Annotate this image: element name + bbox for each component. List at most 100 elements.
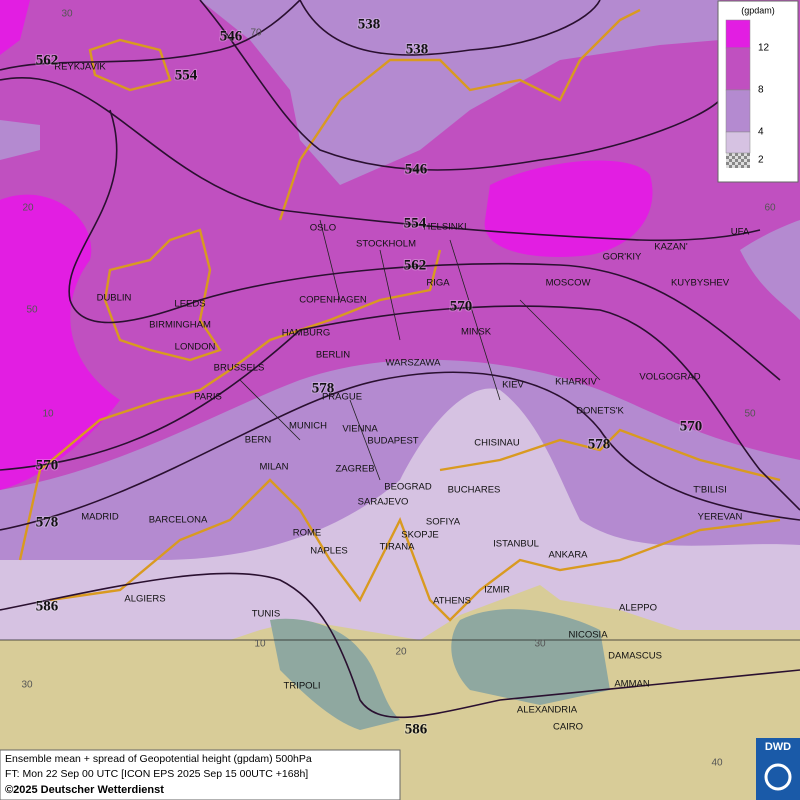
city-label: PRAGUE xyxy=(322,392,362,403)
city-label: HELSINKI xyxy=(423,222,466,233)
contour-label: 562 xyxy=(404,257,427,273)
city-label: SKOPJE xyxy=(401,530,439,541)
spread-4-8 xyxy=(740,220,800,320)
legend-level: 12 xyxy=(758,43,770,54)
footer xyxy=(0,738,800,800)
city-label: DONETS'K xyxy=(576,406,624,417)
city-label: MUNICH xyxy=(289,421,327,432)
city-label: MOSCOW xyxy=(546,278,591,289)
terrain xyxy=(0,585,800,800)
city-label: ALGIERS xyxy=(124,594,165,605)
coast-scandinavia xyxy=(278,8,641,221)
footer-line: Ensemble mean + spread of Geopotential h… xyxy=(5,753,312,765)
city-label: ROME xyxy=(293,528,322,539)
city-label: ISTANBUL xyxy=(493,539,539,550)
coastlines xyxy=(0,8,800,641)
city-label: GOR'KIY xyxy=(603,252,642,263)
legend-level: 8 xyxy=(758,85,764,96)
contour-label: 546 xyxy=(220,28,243,44)
city-label: PARIS xyxy=(194,392,222,403)
contour-label: 554 xyxy=(404,215,427,231)
graticule-label: 30 xyxy=(61,9,73,20)
city-label: KAZAN' xyxy=(654,242,688,253)
city-label: ALEPPO xyxy=(619,603,657,614)
contour xyxy=(299,0,601,56)
city-label: DAMASCUS xyxy=(608,651,662,662)
legend-swatch xyxy=(725,131,751,154)
city-label: CAIRO xyxy=(553,722,583,733)
city-label: VIENNA xyxy=(342,424,378,435)
logo-swirl xyxy=(764,763,792,791)
contour-label: 570 xyxy=(680,418,703,434)
city-label: ALEXANDRIA xyxy=(517,705,578,716)
graticule-label: 10 xyxy=(254,639,266,650)
city-label: WARSZAWA xyxy=(386,358,442,369)
contour xyxy=(68,109,781,381)
contour xyxy=(199,0,721,171)
city-label: RIGA xyxy=(426,278,450,289)
graticule-label: 60 xyxy=(764,203,776,214)
city-label: VOLGOGRAD xyxy=(639,372,700,383)
coast-med xyxy=(49,478,781,622)
city-label: BUCHARES xyxy=(448,485,501,496)
coast-blacksea xyxy=(439,428,781,482)
city-label: TRIPOLI xyxy=(284,681,321,692)
graticule-label: 20 xyxy=(395,647,407,658)
city-label: LEEDS xyxy=(174,299,205,310)
city-label: ATHENS xyxy=(433,596,471,607)
city-label: AMMAN xyxy=(614,679,650,690)
city-label: BARCELONA xyxy=(149,515,208,526)
city-label: BIRMINGHAM xyxy=(149,320,211,331)
sea xyxy=(270,618,400,730)
logo-text: DWD xyxy=(765,741,791,753)
legend-swatch-checker xyxy=(726,153,750,168)
coast-britain xyxy=(103,228,222,362)
graticule-label: 20 xyxy=(22,203,34,214)
contour-label: 586 xyxy=(405,721,428,737)
contour xyxy=(0,371,800,531)
city-label: T'BILISI xyxy=(693,485,727,496)
city-label: LONDON xyxy=(175,342,216,353)
contour-label: 578 xyxy=(588,436,611,452)
graticule-label: 10 xyxy=(42,409,54,420)
legend-title: (gpdam) xyxy=(741,5,775,15)
legend-level: 4 xyxy=(758,127,764,138)
graticule-label: 30 xyxy=(21,680,33,691)
spread-12 xyxy=(0,0,30,55)
city-label: KUYBYSHEV xyxy=(671,278,730,289)
contour-label: 562 xyxy=(36,52,59,68)
city-label: REYKJAVIK xyxy=(54,62,106,73)
city-label: MADRID xyxy=(81,512,119,523)
city-label: STOCKHOLM xyxy=(356,239,416,250)
coast-iceland xyxy=(88,38,172,92)
footer-box xyxy=(0,749,401,800)
contour-label: 586 xyxy=(36,598,59,614)
contour-label: 538 xyxy=(406,41,429,57)
footer-line: ©2025 Deutscher Wetterdienst xyxy=(5,784,164,796)
city-label: HAMBURG xyxy=(282,328,331,339)
contour xyxy=(0,77,761,242)
graticule-label: 70 xyxy=(250,28,262,39)
contour-label: 546 xyxy=(405,161,428,177)
graticule-label: 50 xyxy=(26,305,38,316)
city-label: IZMIR xyxy=(484,585,510,596)
footer-line: FT: Mon 22 Sep 00 UTC [ICON EPS 2025 Sep… xyxy=(5,768,308,780)
city-label: CHISINAU xyxy=(474,438,520,449)
city-label: BRUSSELS xyxy=(214,363,265,374)
city-label: ANKARA xyxy=(548,550,588,561)
city-label: SOFIYA xyxy=(426,517,461,528)
city-label: BUDAPEST xyxy=(367,436,418,447)
city-label: YEREVAN xyxy=(698,512,743,523)
spread-12 xyxy=(0,194,120,490)
city-label: NICOSIA xyxy=(568,630,608,641)
graticule-label: 30 xyxy=(534,639,546,650)
contour xyxy=(0,305,800,511)
city-label: NAPLES xyxy=(310,546,348,557)
coast-continent xyxy=(18,249,442,561)
city-label: KHARKIV xyxy=(555,377,597,388)
graticule-label: 40 xyxy=(711,758,723,769)
city-label: BEOGRAD xyxy=(384,482,432,493)
city-label: COPENHAGEN xyxy=(299,295,367,306)
contour xyxy=(0,0,301,71)
